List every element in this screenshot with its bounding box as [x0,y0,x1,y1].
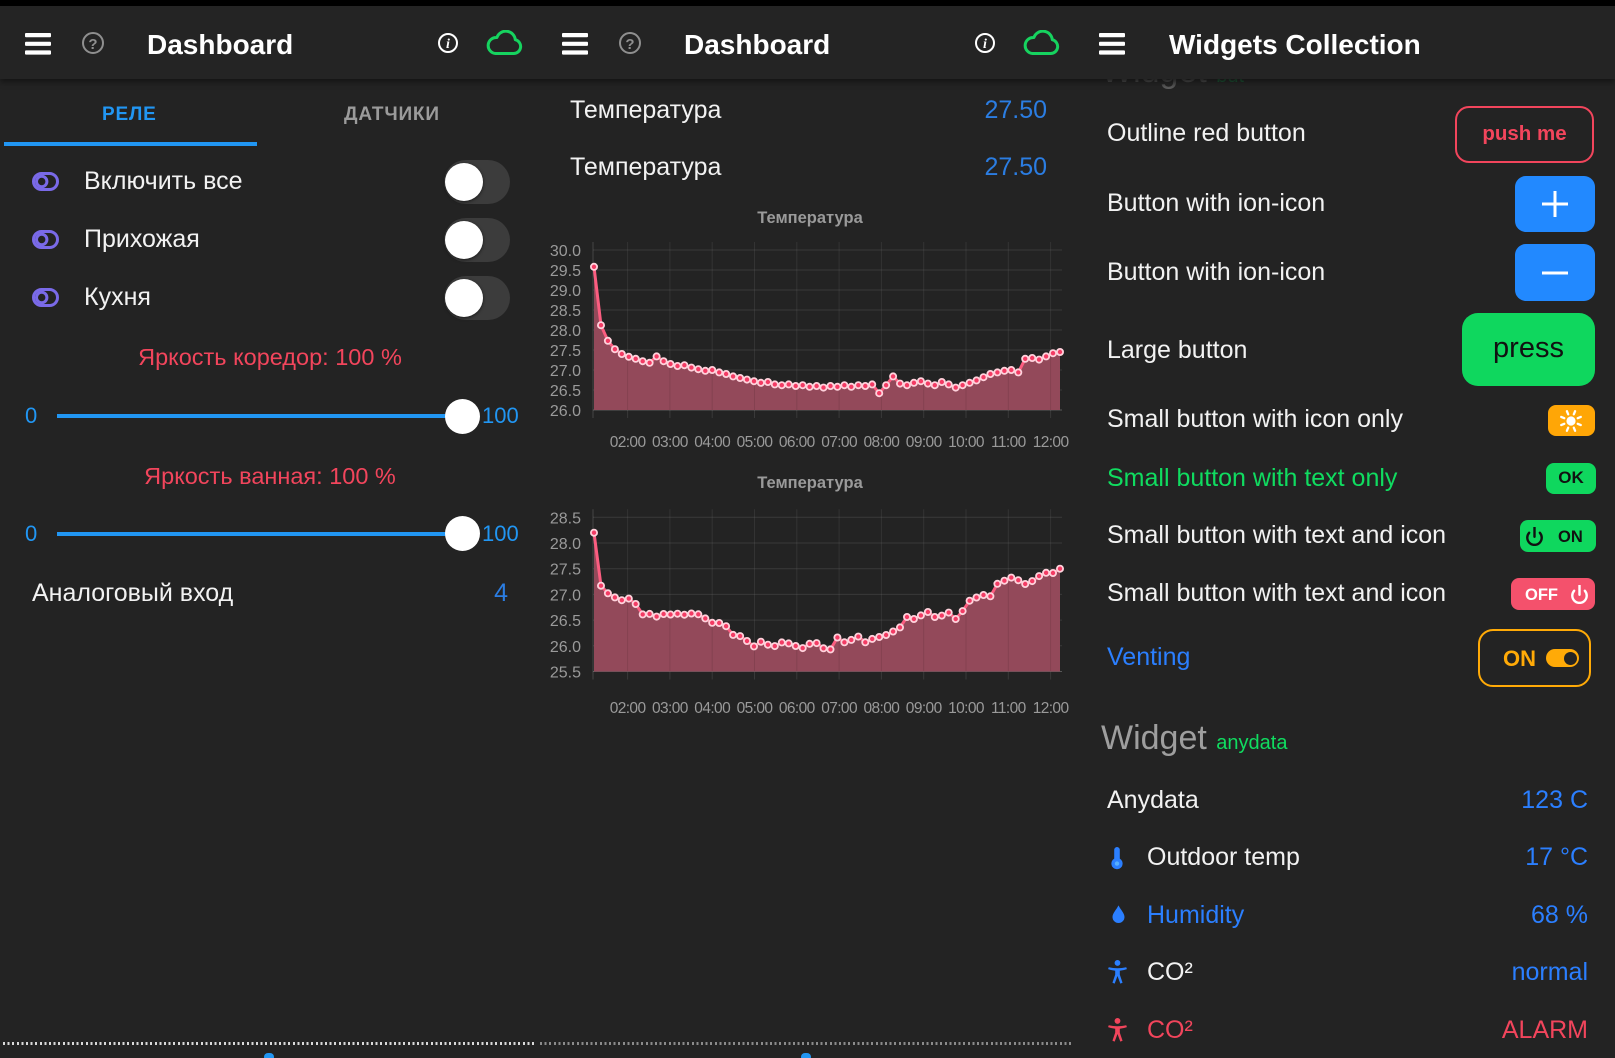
svg-text:08:00: 08:00 [864,700,901,717]
svg-text:30.0: 30.0 [550,243,581,260]
svg-text:27.0: 27.0 [550,363,581,380]
svg-text:29.5: 29.5 [550,263,581,280]
svg-text:27.5: 27.5 [550,562,581,579]
svg-text:04:00: 04:00 [694,434,731,451]
svg-text:12:00: 12:00 [1033,700,1070,717]
svg-text:29.0: 29.0 [550,283,581,300]
svg-text:06:00: 06:00 [779,434,816,451]
svg-text:10:00: 10:00 [948,700,985,717]
svg-text:26.5: 26.5 [550,613,581,630]
svg-text:09:00: 09:00 [906,434,943,451]
svg-text:03:00: 03:00 [652,700,689,717]
svg-text:02:00: 02:00 [610,434,647,451]
svg-text:28.5: 28.5 [550,303,581,320]
svg-text:09:00: 09:00 [906,700,943,717]
svg-text:03:00: 03:00 [652,434,689,451]
svg-text:11:00: 11:00 [991,700,1027,717]
svg-text:05:00: 05:00 [737,700,774,717]
svg-text:28.0: 28.0 [550,536,581,553]
svg-text:08:00: 08:00 [864,434,901,451]
svg-text:04:00: 04:00 [694,700,731,717]
svg-text:11:00: 11:00 [991,434,1027,451]
svg-text:06:00: 06:00 [779,700,816,717]
svg-text:Температура: Температура [757,209,863,227]
svg-text:02:00: 02:00 [610,700,647,717]
svg-text:26.0: 26.0 [550,403,581,420]
svg-text:26.0: 26.0 [550,639,581,656]
svg-text:07:00: 07:00 [821,434,858,451]
svg-text:28.5: 28.5 [550,510,581,527]
svg-text:10:00: 10:00 [948,434,985,451]
svg-text:05:00: 05:00 [737,434,774,451]
svg-text:25.5: 25.5 [550,665,581,682]
svg-text:26.5: 26.5 [550,383,581,400]
svg-text:27.5: 27.5 [550,343,581,360]
svg-text:12:00: 12:00 [1033,434,1070,451]
svg-text:Температура: Температура [757,474,863,492]
svg-text:07:00: 07:00 [821,700,858,717]
svg-text:28.0: 28.0 [550,323,581,340]
svg-text:27.0: 27.0 [550,587,581,604]
